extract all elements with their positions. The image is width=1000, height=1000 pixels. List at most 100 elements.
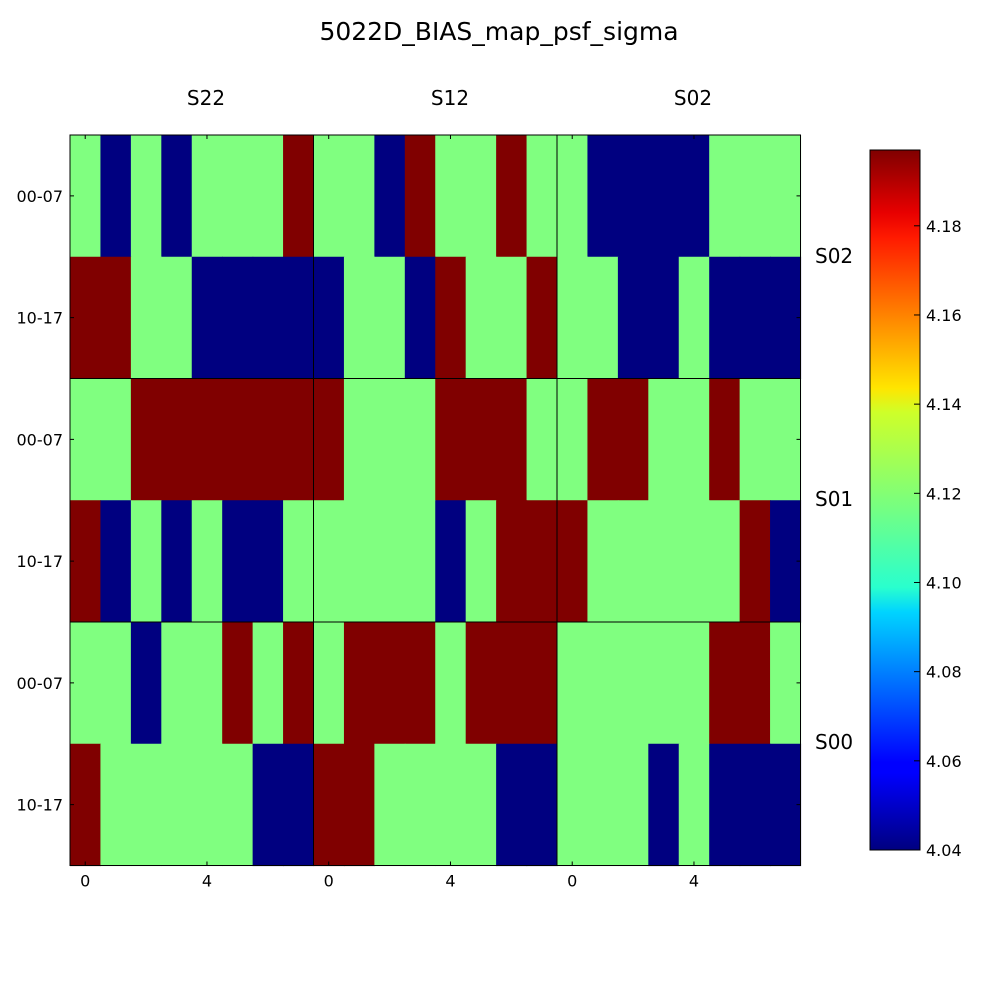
heatmap-cell — [161, 622, 193, 745]
heatmap-cell — [313, 135, 345, 258]
x-tick-label: 4 — [689, 872, 699, 891]
panel-row-label: S00 — [815, 730, 853, 754]
heatmap-cell — [435, 378, 467, 501]
heatmap-cell — [465, 135, 497, 258]
heatmap-cell — [526, 743, 558, 867]
heatmap-cell — [191, 622, 223, 745]
panel-row-headers: S02 S01 S00 — [815, 244, 853, 754]
heatmap-cell — [404, 622, 436, 745]
heatmap-cell — [252, 378, 284, 501]
heatmap-cell — [191, 743, 223, 867]
heatmap-cell — [70, 256, 102, 380]
heatmap-cell — [648, 135, 680, 258]
panel-column-label: S22 — [187, 86, 225, 110]
heatmap-cell — [222, 743, 254, 867]
heatmap-cell — [283, 500, 315, 623]
heatmap-cell — [678, 743, 710, 867]
heatmap-cell — [557, 256, 589, 380]
heatmap-cell — [374, 256, 406, 380]
heatmap-cell — [100, 135, 132, 258]
heatmap-cell — [252, 743, 284, 867]
heatmap-cell — [465, 622, 497, 745]
heatmap-cell — [435, 135, 467, 258]
heatmap-cell — [557, 743, 589, 867]
heatmap-cell — [374, 622, 406, 745]
heatmap-cell — [222, 135, 254, 258]
panel-column-headers: S22 S12 S02 — [187, 86, 712, 110]
heatmap-cell — [130, 622, 162, 745]
heatmap-cell — [496, 622, 528, 745]
heatmap-cell — [70, 743, 102, 867]
heatmap-cell — [252, 135, 284, 258]
heatmap-cell — [222, 378, 254, 501]
heatmap-cell — [617, 378, 649, 501]
heatmap-cell — [191, 256, 223, 380]
heatmap-cell — [222, 256, 254, 380]
heatmap-cell — [770, 622, 802, 745]
heatmap-cell — [526, 135, 558, 258]
x-tick-label: 0 — [567, 872, 577, 891]
heatmap-cell — [557, 622, 589, 745]
x-tick-label: 0 — [324, 872, 334, 891]
heatmap-cell — [709, 378, 741, 501]
heatmap-cell — [465, 256, 497, 380]
heatmap-cell — [191, 135, 223, 258]
heatmap-cell — [404, 743, 436, 867]
heatmap-cell — [709, 256, 741, 380]
heatmap-cell — [313, 743, 345, 867]
heatmap-cell — [191, 378, 223, 501]
heatmap-cell — [283, 256, 315, 380]
heatmap-cell — [100, 622, 132, 745]
heatmap-cell — [770, 135, 802, 258]
heatmap-cell — [770, 378, 802, 501]
heatmap-cell — [374, 378, 406, 501]
heatmap-cell — [739, 378, 771, 501]
heatmap-cell — [465, 378, 497, 501]
heatmap-cell — [648, 622, 680, 745]
panel-column-label: S12 — [431, 86, 469, 110]
heatmap-cell — [526, 622, 558, 745]
heatmap-cell — [709, 135, 741, 258]
y-tick-labels: 00-07 10-17 00-07 10-17 00-07 10-17 — [17, 187, 801, 815]
heatmap-cell — [70, 135, 102, 258]
colorbar-tick-label: 4.12 — [926, 484, 962, 503]
heatmap-cell — [709, 500, 741, 623]
heatmap-cell — [557, 378, 589, 501]
colorbar-tick-label: 4.06 — [926, 752, 962, 771]
heatmap-cell — [313, 500, 345, 623]
heatmap-cell — [130, 743, 162, 867]
heatmap-cell — [313, 622, 345, 745]
colorbar-tick-label: 4.16 — [926, 306, 962, 325]
heatmap-cell — [283, 378, 315, 501]
heatmap-cell — [648, 256, 680, 380]
heatmap-cell — [130, 378, 162, 501]
x-tick-label: 4 — [445, 872, 455, 891]
colorbar-tick-label: 4.14 — [926, 395, 962, 414]
heatmap-cell — [617, 135, 649, 258]
heatmap-cell — [526, 256, 558, 380]
heatmap-cell — [587, 256, 619, 380]
heatmap-cell — [130, 135, 162, 258]
x-tick-label: 4 — [202, 872, 212, 891]
heatmap-cell — [739, 500, 771, 623]
heatmap-cell — [678, 135, 710, 258]
heatmap-cell — [617, 500, 649, 623]
heatmap-cell — [343, 135, 375, 258]
y-tick-label: 00-07 — [17, 187, 64, 206]
heatmap-cell — [617, 256, 649, 380]
colorbar-tick-label: 4.10 — [926, 573, 962, 592]
heatmap-cell — [678, 256, 710, 380]
heatmap-cell — [587, 378, 619, 501]
heatmap-cell — [496, 500, 528, 623]
heatmap-cell — [739, 622, 771, 745]
heatmap-cell — [435, 743, 467, 867]
heatmap-cell — [283, 743, 315, 867]
heatmap-cell — [496, 135, 528, 258]
heatmap-cell — [435, 622, 467, 745]
heatmap-cell — [678, 622, 710, 745]
heatmap-cell — [404, 135, 436, 258]
heatmap-cell — [465, 500, 497, 623]
heatmap-cell — [222, 500, 254, 623]
heatmap-cell — [161, 256, 193, 380]
heatmap-cell — [557, 500, 589, 623]
